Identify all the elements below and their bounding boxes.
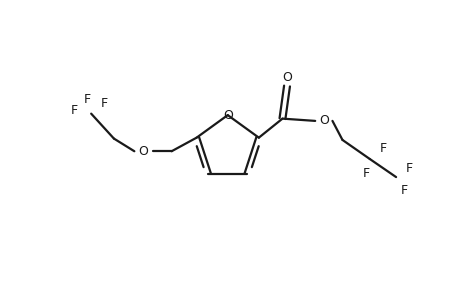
- Text: F: F: [400, 184, 407, 197]
- Text: O: O: [222, 109, 232, 122]
- Text: F: F: [404, 162, 411, 176]
- Text: O: O: [319, 114, 329, 128]
- Text: F: F: [84, 93, 91, 106]
- Text: F: F: [101, 97, 108, 110]
- Text: O: O: [281, 71, 291, 84]
- Text: O: O: [138, 145, 148, 158]
- Text: F: F: [70, 103, 77, 116]
- Text: F: F: [362, 167, 369, 180]
- Text: F: F: [379, 142, 386, 155]
